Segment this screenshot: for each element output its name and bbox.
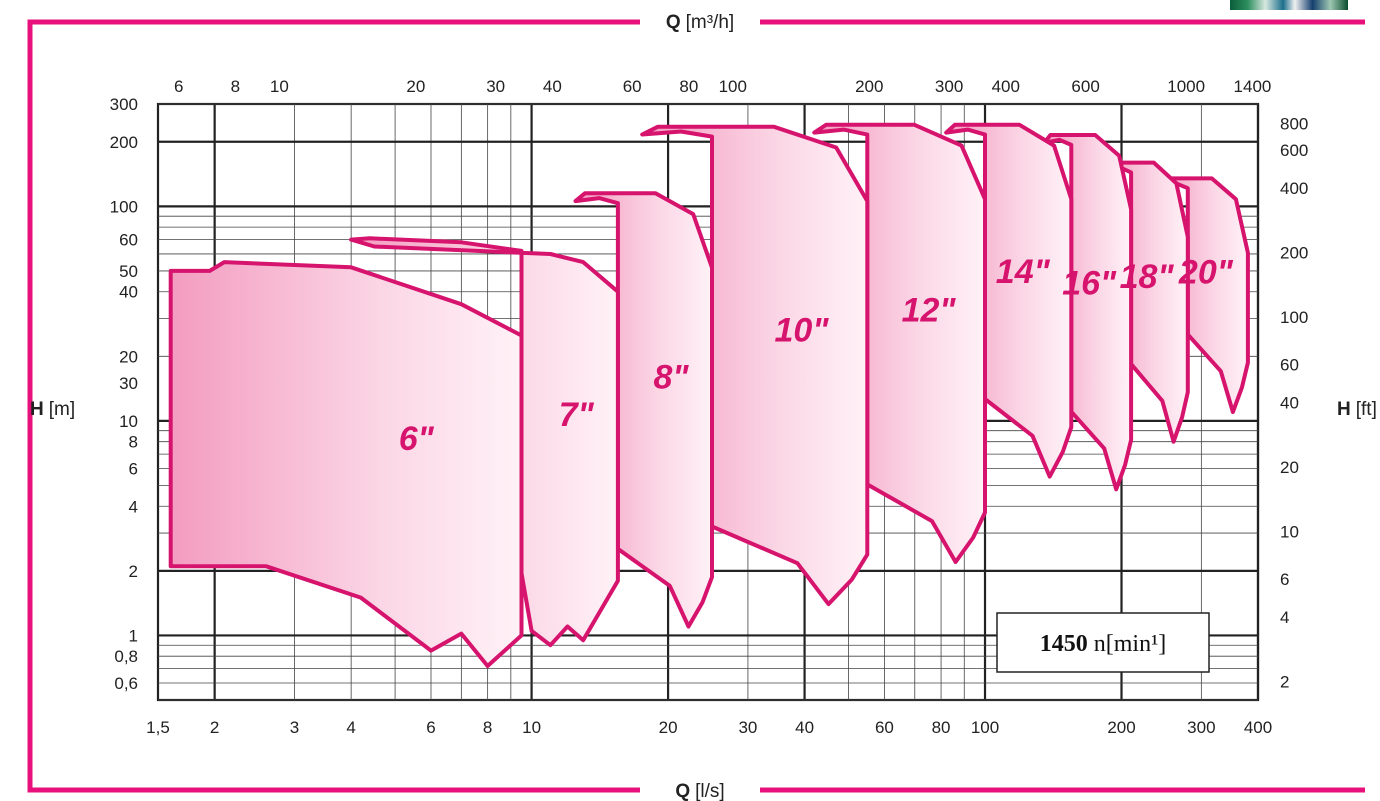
y-right-tick-label: 600: [1280, 141, 1308, 160]
x-bottom-tick-label: 4: [346, 718, 355, 737]
size-label-14-inch: 14": [996, 253, 1051, 291]
x-top-tick-label: 80: [679, 77, 698, 96]
y-left-tick-label: 1: [129, 626, 138, 645]
chart-frame: [27, 19, 1365, 793]
y-left-tick-label: 4: [129, 497, 138, 516]
x-top-tick-label: 8: [231, 77, 240, 96]
size-label-6-inch: 6": [399, 420, 435, 458]
x-bottom-tick-label: 400: [1244, 718, 1272, 737]
y-right-tick-label: 40: [1280, 393, 1299, 412]
x-bottom-tick-label: 300: [1187, 718, 1215, 737]
envelope-6-inch: [168, 260, 524, 668]
size-label-12-inch: 12": [902, 292, 957, 330]
y-left-tick-label: 40: [119, 283, 138, 302]
y-right-tick-label: 4: [1280, 608, 1289, 627]
y-left-tick-label: 20: [119, 347, 138, 366]
y-left-tick-label: 0,8: [114, 647, 138, 666]
x-top-tick-label: 40: [543, 77, 562, 96]
x-bottom-tick-label: 30: [738, 718, 757, 737]
y-left-tick-label: 2: [129, 562, 138, 581]
x-axis-title-bottom: Q [l/s]: [675, 781, 724, 801]
x-top-tick-label: 300: [935, 77, 963, 96]
envelope-14-inch: [944, 122, 1074, 479]
x-bottom-tick-label: 2: [210, 718, 219, 737]
envelope-16-inch: [1042, 133, 1134, 492]
envelopes-layer: 6" 7" 8" 10" 12" 14" 16" 18" 20": [168, 122, 1250, 668]
y-right-tick-label: 10: [1280, 523, 1299, 542]
x-bottom-tick-label: 10: [522, 718, 541, 737]
size-label-8-inch: 8": [653, 358, 689, 396]
envelope-12-inch: [812, 122, 987, 564]
x-bottom-tick-label: 40: [795, 718, 814, 737]
size-label-7-inch: 7": [559, 396, 595, 434]
x-bottom-tick-label: 6: [426, 718, 435, 737]
y-left-tick-label: 60: [119, 231, 138, 250]
brand-logo-strip: [1230, 0, 1348, 10]
y-right-tick-label: 800: [1280, 114, 1308, 133]
y-left-tick-label: 6: [129, 459, 138, 478]
speed-label: 1450 n[min¹]: [996, 612, 1210, 673]
y-left-tick-label: 10: [119, 412, 138, 431]
x-top-tick-label: 400: [992, 77, 1020, 96]
x-bottom-tick-label: 8: [483, 718, 492, 737]
speed-value: 1450: [1040, 631, 1088, 657]
y-axis-title-left: H [m]: [30, 399, 75, 420]
x-top-tick-label: 600: [1071, 77, 1099, 96]
y-left-tick-label: 0,6: [114, 674, 138, 693]
x-top-tick-label: 6: [174, 77, 183, 96]
x-axis-title-top: Q [m³/h]: [666, 12, 734, 33]
x-bottom-tick-label: 60: [875, 718, 894, 737]
x-bottom-tick-label: 1,5: [146, 718, 170, 737]
y-right-tick-label: 400: [1280, 179, 1308, 198]
speed-label-box: [996, 612, 1210, 673]
y-left-tick-label: 50: [119, 262, 138, 281]
x-bottom-tick-label: 80: [932, 718, 951, 737]
x-top-tick-label: 10: [270, 77, 289, 96]
y-right-tick-label: 100: [1280, 308, 1308, 327]
envelope-7-inch: [349, 236, 620, 648]
x-bottom-tick-label: 20: [659, 718, 678, 737]
x-bottom-tick-label: 100: [971, 718, 999, 737]
y-right-tick-label: 6: [1280, 570, 1289, 589]
x-top-tick-label: 200: [855, 77, 883, 96]
size-label-18-inch: 18": [1120, 258, 1175, 296]
x-bottom-tick-label: 3: [290, 718, 299, 737]
y-right-tick-label: 60: [1280, 356, 1299, 375]
speed-unit: n[min¹]: [1094, 631, 1167, 657]
y-right-tick-label: 2: [1280, 673, 1289, 692]
size-label-10-inch: 10": [775, 312, 830, 350]
y-left-tick-label: 8: [129, 433, 138, 452]
x-top-tick-label: 100: [719, 77, 747, 96]
x-top-tick-label: 60: [623, 77, 642, 96]
x-top-tick-label: 30: [486, 77, 505, 96]
y-left-tick-label: 200: [110, 133, 138, 152]
y-left-tick-label: 30: [119, 374, 138, 393]
x-top-tick-label: 20: [406, 77, 425, 96]
tick-labels: 1,5 2 3 4 6 8 10 20 30 40 60 80 100 200 300 400 6 8 10 20 30…: [110, 77, 1309, 737]
envelope-10-inch: [640, 124, 870, 607]
x-bottom-tick-label: 200: [1107, 718, 1135, 737]
y-left-tick-label: 100: [110, 197, 138, 216]
size-label-16-inch: 16": [1062, 264, 1117, 302]
x-top-tick-label: 1000: [1167, 77, 1205, 96]
y-left-tick-label: 300: [110, 95, 138, 114]
envelope-8-inch: [573, 191, 714, 629]
size-label-20-inch: 20": [1178, 254, 1234, 292]
y-right-tick-label: 200: [1280, 243, 1308, 262]
x-top-tick-label: 1400: [1234, 77, 1272, 96]
y-right-tick-label: 20: [1280, 458, 1299, 477]
y-axis-title-right: H [ft]: [1337, 399, 1377, 420]
